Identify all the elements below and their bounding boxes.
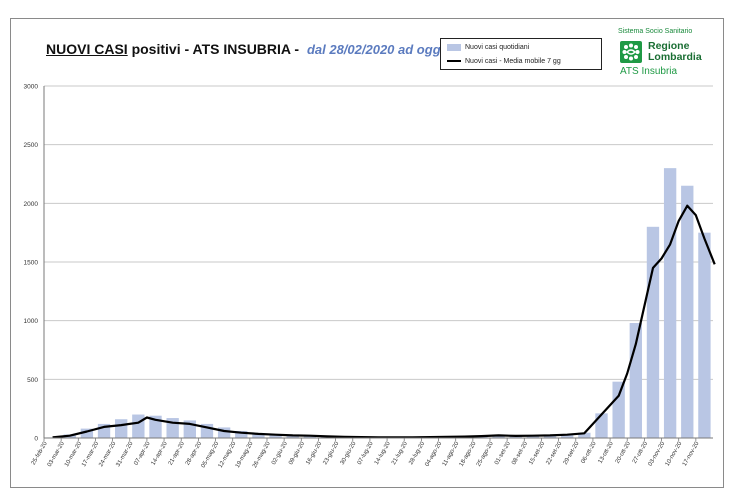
bar (80, 428, 94, 438)
x-tick-label: 30-giu-20 (340, 440, 358, 466)
bar (286, 435, 299, 438)
x-tick-label: 14-apr-20 (151, 440, 170, 466)
x-tick-label: 22-set-20 (545, 440, 563, 466)
chart-subtitle: dal 28/02/2020 ad oggi (306, 42, 445, 57)
logo-region-name: Regione Lombardia (648, 41, 702, 63)
bar (543, 435, 557, 438)
x-tick-label: 25-feb-20 (31, 440, 49, 466)
x-tick-label: 31-mar-20 (115, 440, 134, 468)
y-tick-label: 1000 (24, 318, 39, 325)
moving-average-line (52, 204, 716, 439)
chart-legend: Nuovi casi quotidiani Nuovi casi - Media… (440, 38, 602, 70)
title-rest: positivi - ATS INSUBRIA - (127, 41, 303, 57)
x-tick-label: 07-lug-20 (357, 440, 375, 466)
x-tick-label: 11-ago-20 (442, 440, 461, 467)
regione-lombardia-logo: Sistema Socio Sanitario Regione Lombardia… (618, 28, 718, 80)
x-tick-label: 04-ago-20 (424, 440, 443, 467)
bar (663, 168, 677, 438)
y-tick-label: 1500 (24, 260, 39, 267)
x-tick-label: 03-mar-20 (47, 440, 66, 468)
y-tick-label: 2500 (24, 142, 39, 149)
line-swatch (447, 60, 461, 62)
x-tick-label: 29-set-20 (563, 440, 581, 466)
y-tick-label: 0 (34, 436, 38, 443)
chart-frame (10, 18, 724, 488)
x-tick-label: 06-ott-20 (580, 440, 598, 464)
bar (303, 436, 317, 438)
x-tick-label: 17-nov-20 (682, 440, 701, 467)
legend-item-line: Nuovi casi - Media mobile 7 gg (447, 56, 561, 66)
y-tick-label: 2000 (24, 201, 39, 208)
bar (698, 232, 711, 438)
bar (578, 432, 591, 438)
x-tick-label: 27-ott-20 (632, 440, 650, 464)
x-tick-label: 20-ott-20 (615, 440, 633, 464)
logo-agency: ATS Insubria (620, 66, 678, 77)
logo-region-line1: Regione (648, 40, 690, 52)
bar (681, 185, 694, 438)
title-underlined: NUOVI CASI (46, 41, 128, 57)
bar (252, 433, 265, 438)
bar (595, 413, 608, 438)
x-tick-label: 09-giu-20 (288, 440, 306, 466)
legend-item-bars: Nuovi casi quotidiani (447, 42, 529, 52)
x-tick-label: 02-giu-20 (271, 440, 289, 466)
x-tick-label: 08-set-20 (511, 440, 529, 466)
x-tick-label: 14-lug-20 (374, 440, 392, 466)
x-tick-label: 03-nov-20 (648, 440, 667, 467)
y-tick-label: 3000 (24, 84, 39, 91)
bar (235, 430, 248, 438)
bar (612, 381, 625, 438)
line-series (52, 204, 716, 439)
bars-swatch (447, 43, 461, 51)
x-tick-label: 17-mar-20 (81, 440, 100, 468)
x-axis-ticks: 25-feb-2003-mar-2010-mar-2017-mar-2024-m… (31, 438, 701, 469)
axes (43, 86, 713, 439)
x-tick-label: 25-ago-20 (476, 440, 495, 467)
y-axis-ticks: 0 500 1000 1500 2000 2500 3000 (24, 84, 39, 443)
x-tick-label: 21-lug-20 (391, 440, 409, 466)
x-tick-label: 18-ago-20 (459, 440, 478, 467)
logo-region-line2: Lombardia (648, 51, 702, 63)
rosa-camuna-icon (620, 41, 642, 63)
bar (217, 427, 231, 438)
x-tick-label: 10-mar-20 (64, 440, 83, 468)
x-tick-label: 23-giu-20 (322, 440, 340, 466)
x-tick-label: 16-giu-20 (305, 440, 323, 466)
y-tick-label: 500 (27, 377, 38, 384)
bar (132, 414, 145, 438)
x-tick-label: 28-apr-20 (185, 440, 204, 466)
x-tick-label: 15-set-20 (528, 440, 546, 466)
legend-line-label: Nuovi casi - Media mobile 7 gg (465, 57, 561, 65)
x-tick-label: 26-mag-20 (252, 440, 272, 469)
bar (492, 435, 505, 438)
x-tick-label: 13-ott-20 (598, 440, 616, 464)
x-tick-label: 24-mar-20 (98, 440, 117, 468)
bar (269, 434, 282, 438)
x-tick-label: 01-set-20 (494, 440, 512, 466)
legend-bars-label: Nuovi casi quotidiani (465, 43, 530, 51)
x-tick-label: 28-lug-20 (408, 440, 426, 466)
chart-title: NUOVI CASI positivi - ATS INSUBRIA - dal… (46, 41, 444, 57)
bar (115, 419, 128, 438)
bar (561, 434, 574, 438)
bar-series (46, 168, 711, 438)
x-tick-label: 07-apr-20 (133, 440, 152, 466)
grid-lines (44, 85, 713, 380)
x-tick-label: 10-nov-20 (665, 440, 684, 467)
logo-system-text: Sistema Socio Sanitario (618, 28, 693, 35)
bar (646, 226, 660, 438)
x-tick-label: 21-apr-20 (168, 440, 187, 466)
